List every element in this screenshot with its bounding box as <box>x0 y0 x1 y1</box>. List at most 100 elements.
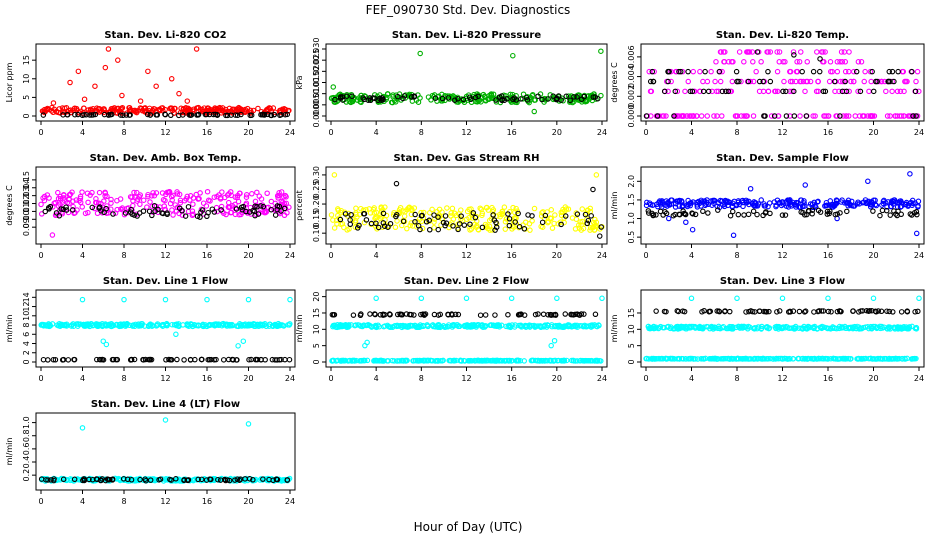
y-tick-label: 1.5 <box>627 194 636 207</box>
data-point <box>846 68 852 75</box>
data-point <box>834 59 841 65</box>
data-point <box>274 206 280 213</box>
data-point <box>576 311 582 318</box>
data-point <box>758 197 764 203</box>
data-point <box>456 221 463 227</box>
data-point <box>790 356 796 362</box>
data-point <box>268 206 275 213</box>
data-point <box>584 93 590 100</box>
data-point <box>522 219 529 225</box>
data-point <box>235 198 242 205</box>
data-point <box>212 322 218 329</box>
panel-8: Stan. Dev. Line 2 Flow ml/min 0 4 8 12 16 20 24 0… <box>295 276 608 383</box>
data-point <box>64 108 71 115</box>
data-point <box>515 210 521 217</box>
data-point-outlier <box>817 56 823 62</box>
data-point <box>674 356 680 362</box>
data-point <box>250 207 256 214</box>
data-point <box>82 322 89 329</box>
data-point <box>354 97 361 103</box>
data-point <box>280 199 286 205</box>
data-point <box>207 108 213 114</box>
y-tick-label: 15 <box>22 55 31 65</box>
data-point-outlier <box>145 68 151 75</box>
data-point <box>450 223 456 229</box>
data-point <box>67 191 74 197</box>
data-point <box>841 49 848 55</box>
y-tick-label: 0.025 <box>312 49 321 72</box>
data-point <box>168 112 174 119</box>
data-point <box>535 357 541 364</box>
data-point-outlier <box>137 98 144 104</box>
y-tick-label: 0.030 <box>312 38 321 61</box>
data-point <box>71 105 78 112</box>
data-point <box>420 311 426 317</box>
data-point <box>396 210 403 217</box>
data-point <box>432 95 439 101</box>
data-point <box>558 357 565 364</box>
data-point <box>145 193 151 200</box>
points-group <box>643 171 922 239</box>
data-point <box>242 107 249 113</box>
data-point <box>671 113 677 119</box>
data-point <box>838 49 845 55</box>
data-point <box>774 88 781 95</box>
y-tick-label: 0.25 <box>312 181 321 199</box>
data-point <box>79 189 85 195</box>
data-point <box>380 220 387 226</box>
data-point <box>52 199 59 206</box>
data-point <box>192 356 198 363</box>
data-point <box>674 88 681 95</box>
data-point <box>842 59 849 65</box>
data-point <box>472 214 479 221</box>
data-point <box>54 322 61 328</box>
data-point <box>844 199 851 206</box>
data-point <box>819 323 825 330</box>
data-point <box>749 200 756 207</box>
data-point <box>46 206 52 212</box>
data-point <box>207 198 213 204</box>
data-point <box>776 323 782 330</box>
data-point <box>140 356 146 363</box>
data-point-outlier <box>825 295 831 302</box>
data-point <box>889 68 896 75</box>
data-point <box>891 324 898 331</box>
data-point <box>845 113 852 119</box>
data-point <box>596 322 602 329</box>
data-point <box>127 475 134 482</box>
x-tick-label: 12 <box>461 128 471 137</box>
data-point <box>729 324 736 330</box>
data-point-outlier <box>119 92 125 99</box>
data-point <box>902 201 909 208</box>
data-point <box>489 357 496 364</box>
data-point <box>824 356 831 362</box>
panel-title: Stan. Dev. Gas Stream RH <box>393 153 539 164</box>
y-axis-label: ml/min <box>610 315 619 343</box>
data-point <box>579 206 586 212</box>
data-point <box>818 308 825 314</box>
data-point <box>545 96 551 102</box>
data-point <box>344 227 350 233</box>
data-point <box>788 203 795 209</box>
data-point <box>339 221 346 227</box>
data-point <box>211 194 218 200</box>
panel-5: Stan. Dev. Gas Stream RH percent 0 4 8 12 16 20… <box>295 153 608 260</box>
data-point <box>504 96 510 102</box>
data-point <box>243 192 250 198</box>
data-point-outlier <box>162 296 169 303</box>
data-point <box>66 200 72 207</box>
data-point <box>662 209 668 215</box>
data-point <box>900 325 907 331</box>
data-point <box>178 105 184 112</box>
data-point <box>218 207 224 213</box>
data-point <box>774 68 781 75</box>
data-point <box>232 205 239 211</box>
data-point <box>589 97 596 104</box>
data-point <box>760 78 766 85</box>
x-tick-label: 12 <box>777 374 787 383</box>
data-point <box>857 88 864 95</box>
data-point <box>894 212 900 219</box>
data-point <box>194 112 200 118</box>
y-tick-label: 15 <box>312 308 321 318</box>
data-point <box>102 321 109 327</box>
